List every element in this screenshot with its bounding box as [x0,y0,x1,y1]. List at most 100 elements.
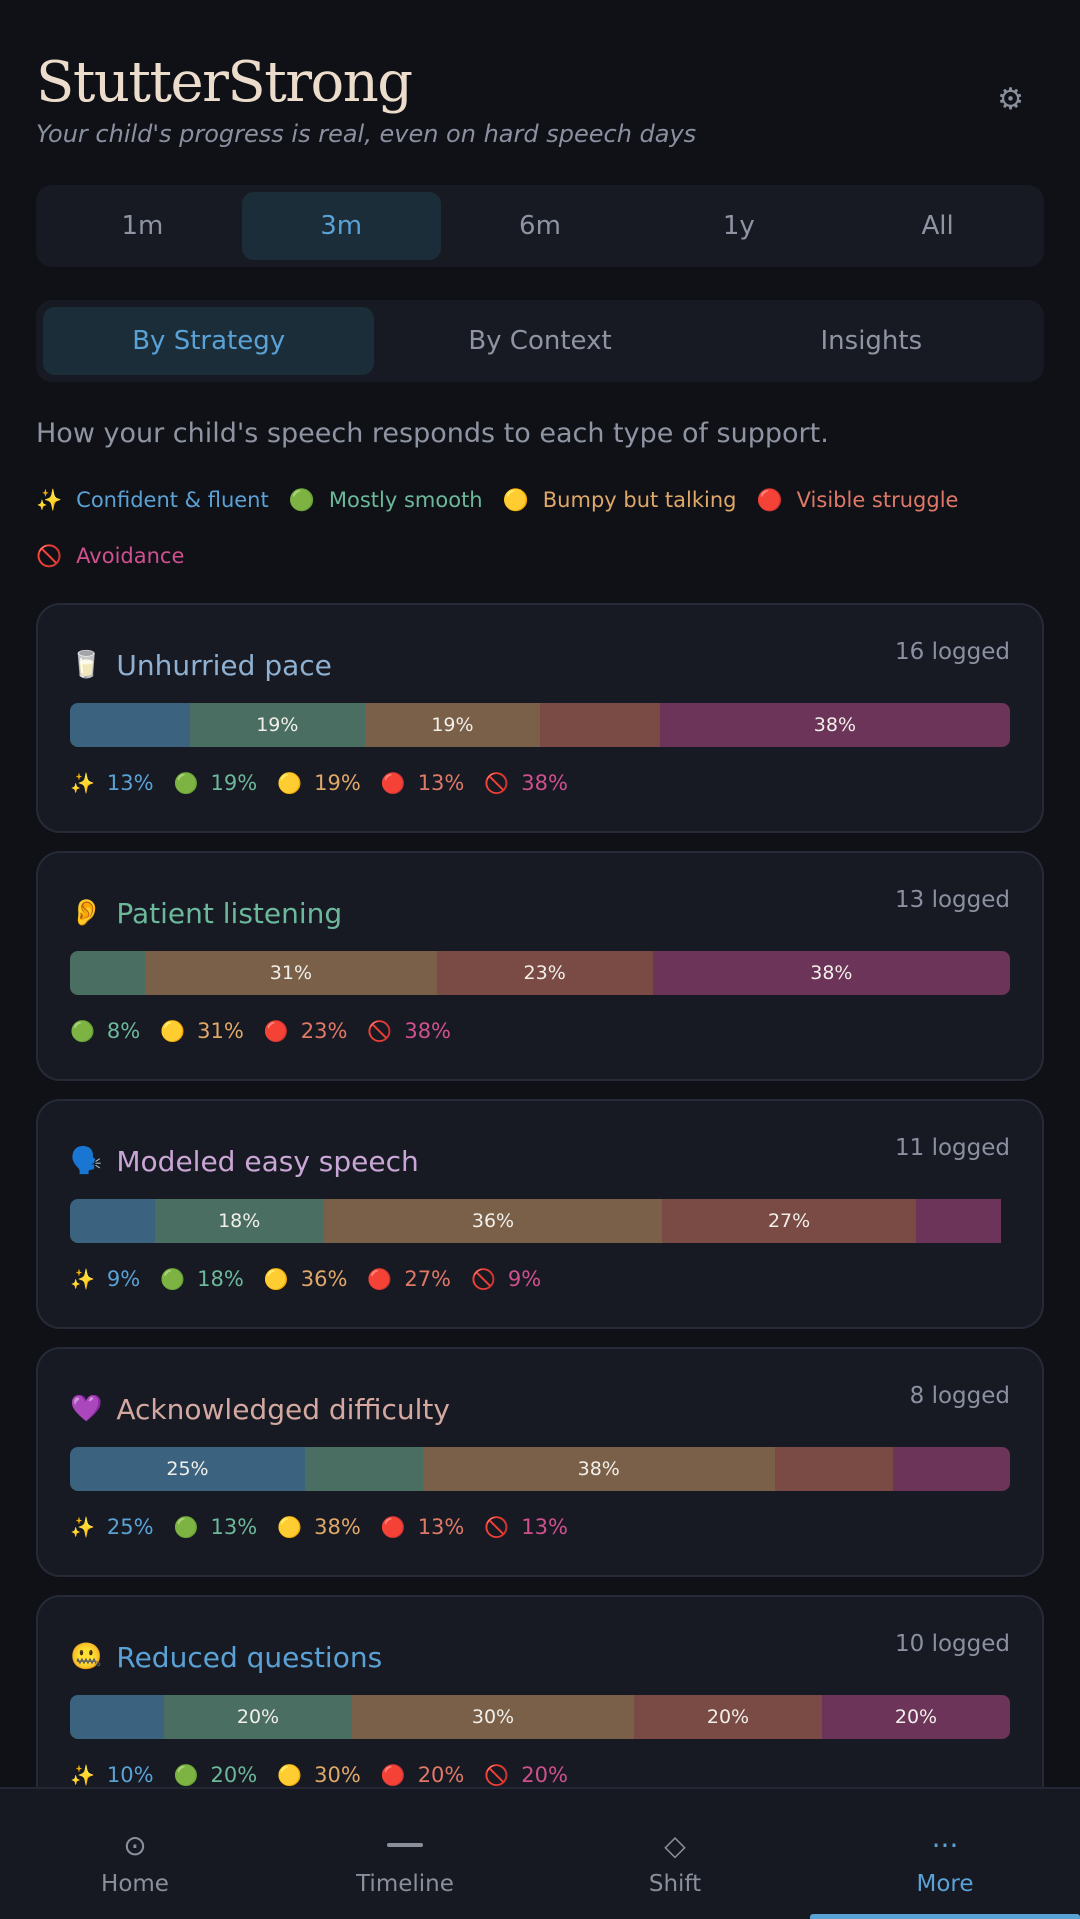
outcome-legend: ✨ Confident & fluent 🟢 Mostly smooth 🟡 Bumpy … [36,482,1044,574]
range-option-1m[interactable]: 1m [121,211,164,241]
legend-item-confident: ✨ Confident & fluent [36,482,269,518]
stat-value: 19% [314,771,361,795]
logged-count: 13 logged [895,887,1010,913]
app-header: StutterStrong Your child's progress is r… [36,50,1044,160]
nav-shift[interactable]: ◇ Shift [540,1789,810,1919]
settings-gear-icon[interactable]: ⚙ [997,82,1024,117]
strategy-icon: 👂 [70,898,103,928]
stat-avoidance: 🚫 20% [484,1763,568,1787]
stat-value: 38% [404,1019,452,1043]
outcome-stacked-bar: 31% 23% 38% [70,951,1010,995]
stat-smooth: 🟢 19% [174,771,258,795]
legend-label: Mostly smooth [328,488,483,512]
bumpy-icon: 🟡 [502,487,529,512]
stat-value: 31% [197,1019,244,1043]
bar-segment-bumpy: 19% [364,703,540,747]
legend-item-struggle: 🔴 Visible struggle [757,482,959,518]
avoidance-icon: 🚫 [36,543,63,568]
stat-value: 27% [404,1267,452,1291]
stat-struggle: 🔴 23% [264,1019,348,1043]
outcome-stats: ✨ 25% 🟢 13% 🟡 38% 🔴 13% 🚫 13% [70,1515,588,1539]
timeline-icon [387,1825,423,1865]
range-option-6m[interactable]: 6m [519,211,561,241]
strategy-name: Reduced questions [116,1640,383,1674]
stat-value: 38% [521,771,568,795]
stat-struggle: 🔴 13% [381,771,465,795]
stat-value: 13% [521,1515,568,1539]
bar-segment-bumpy: 38% [422,1447,775,1491]
stat-confident: ✨ 10% [70,1763,154,1787]
bar-segment-avoidance: 38% [659,703,1010,747]
strategy-cards: 🥛 Unhurried pace 16 logged 19% 19% 38% ✨ 13% 🟢 19… [36,603,1044,1843]
bar-segment-smooth: 18% [154,1199,324,1243]
bar-segment-avoidance: 38% [652,951,1010,995]
card-header: 💜 Acknowledged difficulty 8 logged [70,1383,1010,1431]
stat-confident: ✨ 9% [70,1267,140,1291]
range-option-3m[interactable]: 3m [241,192,441,260]
nav-home[interactable]: ⊙ Home [0,1789,270,1919]
range-option-1y[interactable]: 1y [722,211,755,241]
card-header: 🤐 Reduced questions 10 logged [70,1631,1010,1679]
logged-count: 8 logged [909,1383,1010,1409]
stat-value: 18% [197,1267,244,1291]
stat-bumpy: 🟡 30% [277,1763,361,1787]
stat-avoidance: 🚫 9% [471,1267,541,1291]
stat-bumpy: 🟡 38% [277,1515,361,1539]
strategy-card[interactable]: 👂 Patient listening 13 logged 31% 23% 38% 🟢 8% 🟡… [36,851,1044,1081]
stat-value: 23% [300,1019,348,1043]
confident-icon: ✨ [70,1267,95,1291]
nav-more[interactable]: ··· More [810,1789,1080,1919]
outcome-stats: 🟢 8% 🟡 31% 🔴 23% 🚫 38% [70,1019,471,1043]
legend-item-bumpy: 🟡 Bumpy but talking [503,482,737,518]
stat-value: 8% [106,1019,141,1043]
stat-smooth: 🟢 18% [160,1267,244,1291]
bar-segment-smooth: 20% [164,1695,352,1739]
nav-label: Home [101,1871,169,1897]
strategy-icon: 🗣️ [70,1146,103,1176]
stat-bumpy: 🟡 19% [277,771,361,795]
smooth-icon: 🟢 [173,1515,199,1539]
outcome-stats: ✨ 13% 🟢 19% 🟡 19% 🔴 13% 🚫 38% [70,771,588,795]
stat-value: 25% [106,1515,154,1539]
tab-insights[interactable]: Insights [820,326,923,356]
struggle-icon: 🔴 [367,1267,393,1291]
strategy-card[interactable]: 🤐 Reduced questions 10 logged 20% 30% 20% 20% ✨… [36,1595,1044,1825]
view-tabs: By Strategy By Context Insights [36,300,1044,382]
outcome-stacked-bar: 25% 38% [70,1447,1010,1491]
tab-by-strategy[interactable]: By Strategy [43,307,375,375]
stat-value: 13% [417,771,465,795]
strategy-card[interactable]: 🗣️ Modeled easy speech 11 logged 18% 36% 27% ✨… [36,1099,1044,1329]
stat-struggle: 🔴 27% [367,1267,451,1291]
legend-label: Bumpy but talking [542,488,737,512]
strategy-card[interactable]: 💜 Acknowledged difficulty 8 logged 25% 38% ✨ 2… [36,1347,1044,1577]
confident-icon: ✨ [70,771,95,795]
stat-smooth: 🟢 13% [174,1515,258,1539]
card-header: 🥛 Unhurried pace 16 logged [70,639,1010,687]
nav-timeline[interactable]: Timeline [270,1789,540,1919]
stat-value: 13% [210,1515,258,1539]
bar-segment-avoidance [892,1447,1010,1491]
avoidance-icon: 🚫 [367,1019,393,1043]
strategy-card[interactable]: 🥛 Unhurried pace 16 logged 19% 19% 38% ✨ 13% 🟢 19… [36,603,1044,833]
bar-segment-confident [70,1695,164,1739]
stat-avoidance: 🚫 13% [484,1515,568,1539]
bar-segment-smooth [305,1447,423,1491]
more-icon: ··· [931,1828,959,1862]
bar-segment-struggle [539,703,660,747]
bumpy-icon: 🟡 [277,1763,303,1787]
stat-avoidance: 🚫 38% [367,1019,451,1043]
strategy-icon: 🥛 [70,650,103,680]
bar-segment-bumpy: 30% [352,1695,634,1739]
stat-smooth: 🟢 20% [174,1763,258,1787]
card-header: 👂 Patient listening 13 logged [70,887,1010,935]
tab-by-context[interactable]: By Context [468,326,612,356]
legend-item-avoidance: 🚫 Avoidance [36,538,184,574]
outcome-stacked-bar: 20% 30% 20% 20% [70,1695,1010,1739]
stat-value: 9% [106,1267,141,1291]
intro-text: How your child's speech responds to each… [36,418,829,449]
strategy-icon: 💜 [70,1394,103,1424]
bottom-nav: ⊙ Home Timeline ◇ Shift ··· More [0,1787,1080,1919]
logged-count: 10 logged [895,1631,1010,1657]
avoidance-icon: 🚫 [471,1267,496,1291]
range-option-all[interactable]: All [921,211,954,241]
